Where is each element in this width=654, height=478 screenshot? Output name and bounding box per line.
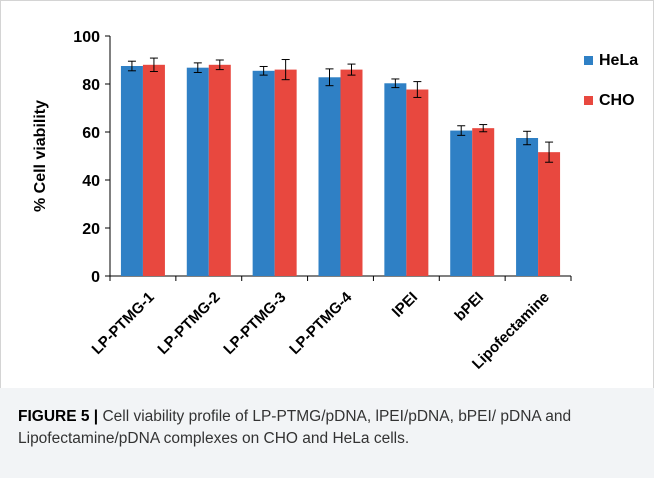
x-tick-label: LP-PTMG-3 — [220, 289, 289, 358]
bar-hela — [450, 130, 473, 276]
x-tick-label: lPEI — [389, 289, 421, 321]
x-tick-label: LP-PTMG-1 — [89, 289, 158, 358]
x-axis: LP-PTMG-1LP-PTMG-2LP-PTMG-3LP-PTMG-4 lPEI… — [89, 275, 572, 373]
y-tick-label: 40 — [82, 173, 100, 190]
bars — [120, 64, 561, 277]
caption-label: FIGURE 5 | — [18, 408, 99, 425]
bar-cho — [274, 69, 297, 276]
legend-label-cho: CHO — [599, 92, 635, 109]
legend-swatch-cho — [584, 96, 593, 105]
bar-hela — [516, 138, 539, 276]
caption-text: Cell viability profile of LP-PTMG/pDNA, … — [18, 408, 572, 447]
x-tick-label: bPEI — [451, 289, 487, 325]
y-axis: 0 20 40 60 80 100 % Cell viability — [32, 29, 111, 286]
x-tick-label: LP-PTMG-4 — [286, 288, 356, 358]
bar-cho — [142, 64, 165, 276]
legend: HeLa CHO — [584, 52, 638, 109]
bar-cho — [406, 89, 429, 277]
bar-cho — [208, 64, 231, 276]
bar-hela — [318, 77, 341, 276]
y-tick-label: 100 — [73, 29, 100, 46]
y-tick-label: 80 — [82, 77, 100, 94]
bar-hela — [186, 67, 209, 277]
bar-cho — [340, 69, 363, 276]
y-axis-label: % Cell viability — [32, 100, 49, 212]
y-tick-label: 20 — [82, 221, 100, 238]
legend-swatch-hela — [584, 56, 593, 65]
bar-cho — [472, 128, 495, 276]
error-bars — [127, 57, 554, 163]
bar-cho — [538, 152, 561, 276]
figure-caption: FIGURE 5 | Cell viability profile of LP-… — [0, 388, 654, 478]
bar-hela — [384, 83, 407, 276]
legend-label-hela: HeLa — [599, 52, 638, 69]
bar-hela — [120, 66, 143, 276]
y-tick-label: 0 — [91, 269, 100, 286]
bar-hela — [252, 70, 275, 276]
x-tick-label: LP-PTMG-2 — [154, 289, 223, 358]
y-tick-label: 60 — [82, 125, 100, 142]
